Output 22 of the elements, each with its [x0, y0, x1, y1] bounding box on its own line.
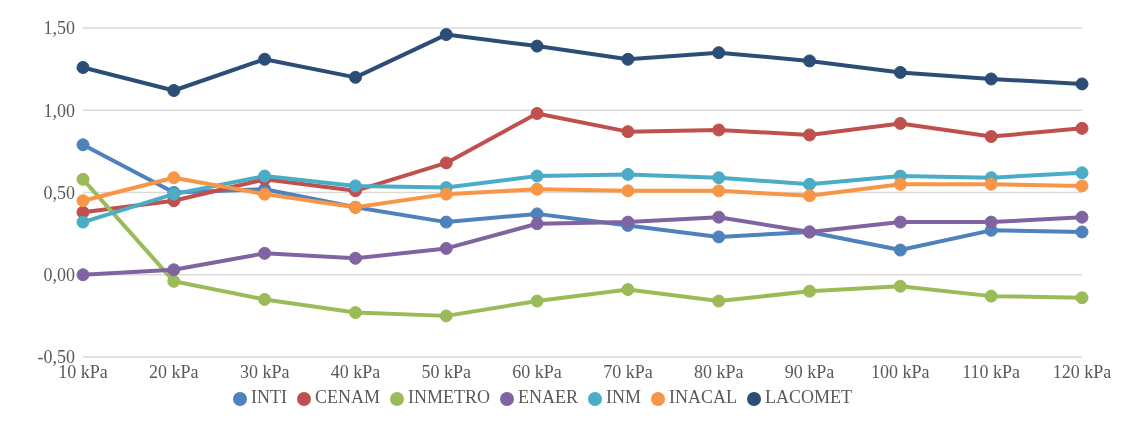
x-tick-label: 30 kPa — [239, 361, 290, 382]
x-tick-label: 40 kPa — [330, 361, 381, 382]
x-tick-label: 20 kPa — [149, 361, 199, 382]
legend-label: INM — [606, 387, 641, 407]
y-tick-label: 1,50 — [43, 18, 75, 39]
x-tick-label: 100 kPa — [871, 361, 930, 382]
y-tick-label: 0,00 — [43, 265, 75, 286]
x-tick-label: 120 kPa — [1052, 361, 1112, 382]
legend-label: ENAER — [518, 387, 578, 407]
legend-label: CENAM — [314, 387, 380, 407]
x-tick-label: 50 kPa — [421, 361, 472, 382]
y-tick-label: 0,50 — [43, 182, 75, 203]
x-tick-label: 110 kPa — [962, 361, 1021, 382]
x-tick-label: 60 kPa — [512, 361, 562, 382]
x-tick-label: 90 kPa — [784, 361, 835, 382]
y-tick-label: 1,00 — [43, 100, 75, 121]
legend-label: LACOMET — [765, 387, 852, 407]
legend-label: INMETRO — [408, 387, 490, 407]
x-tick-label: 70 kPa — [603, 361, 653, 382]
x-tick-label: 80 kPa — [693, 361, 744, 382]
legend-label: INACAL — [669, 387, 737, 407]
legend-label: INTI — [251, 387, 287, 407]
